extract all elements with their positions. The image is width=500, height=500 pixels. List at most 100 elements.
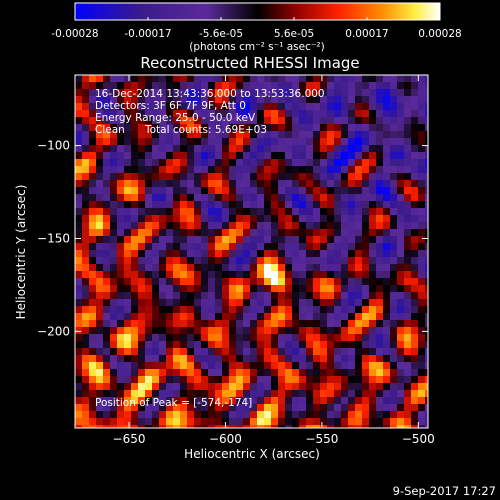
heatmap-cell [362, 292, 370, 300]
heatmap-cell [257, 236, 265, 244]
heatmap-cell [187, 341, 195, 349]
heatmap-cell [117, 89, 125, 97]
heatmap-cell [292, 131, 300, 139]
heatmap-cell [208, 222, 216, 230]
heatmap-cell [229, 215, 237, 223]
heatmap-cell [348, 222, 356, 230]
heatmap-cell [236, 411, 244, 419]
heatmap-cell [103, 215, 111, 223]
heatmap-cell [152, 425, 160, 428]
heatmap-cell [110, 397, 118, 405]
heatmap-cell [82, 376, 90, 384]
heatmap-cell [334, 166, 342, 174]
heatmap-cell [285, 306, 293, 314]
heatmap-cell [117, 271, 125, 279]
heatmap-cell [103, 271, 111, 279]
heatmap-cell [418, 82, 426, 90]
heatmap-cell [404, 243, 412, 251]
heatmap-cell [334, 348, 342, 356]
heatmap-cell [236, 292, 244, 300]
heatmap-cell [362, 278, 370, 286]
heatmap-cell [383, 229, 391, 237]
heatmap-cell [418, 418, 426, 426]
heatmap-cell [82, 187, 90, 195]
heatmap-cell [306, 117, 314, 125]
heatmap-cell [180, 124, 188, 132]
heatmap-cell [208, 229, 216, 237]
heatmap-cell [271, 341, 279, 349]
heatmap-cell [418, 243, 426, 251]
heatmap-cell [369, 236, 377, 244]
heatmap-cell [355, 369, 363, 377]
heatmap-cell [96, 390, 104, 398]
heatmap-cell [159, 89, 167, 97]
heatmap-cell [145, 404, 153, 412]
heatmap-cell [397, 271, 405, 279]
heatmap-cell [390, 131, 398, 139]
heatmap-cell [299, 362, 307, 370]
heatmap-cell [159, 278, 167, 286]
heatmap-cell [159, 306, 167, 314]
heatmap-cell [89, 96, 97, 104]
heatmap-cell [187, 257, 195, 265]
heatmap-cell [348, 271, 356, 279]
heatmap-cell [369, 180, 377, 188]
heatmap-cell [285, 75, 293, 83]
heatmap-cell [369, 166, 377, 174]
heatmap-cell [82, 418, 90, 426]
heatmap-cell [236, 320, 244, 328]
heatmap-cell [376, 159, 384, 167]
heatmap-cell [131, 390, 139, 398]
heatmap-cell [180, 264, 188, 272]
heatmap-cell [166, 292, 174, 300]
heatmap-cell [334, 138, 342, 146]
heatmap-cell [348, 327, 356, 335]
heatmap-cell [299, 306, 307, 314]
heatmap-cell [152, 180, 160, 188]
heatmap-cell [201, 306, 209, 314]
heatmap-cell [362, 425, 370, 428]
heatmap-cell [187, 145, 195, 153]
heatmap-cell [390, 152, 398, 160]
heatmap-cell [306, 278, 314, 286]
heatmap-cell [362, 306, 370, 314]
colorbar-tick-label: 0.00028 [418, 28, 461, 40]
heatmap-cell [418, 362, 426, 370]
heatmap-cell [173, 187, 181, 195]
heatmap-cell [201, 124, 209, 132]
heatmap-cell [110, 117, 118, 125]
heatmap-cell [131, 194, 139, 202]
heatmap-cell [327, 369, 335, 377]
heatmap-cell [243, 187, 251, 195]
heatmap-cell [383, 397, 391, 405]
heatmap-cell [187, 348, 195, 356]
heatmap-cell [355, 320, 363, 328]
heatmap-cell [201, 278, 209, 286]
heatmap-cell [369, 376, 377, 384]
heatmap-cell [152, 411, 160, 419]
heatmap-cell [369, 320, 377, 328]
heatmap-cell [390, 194, 398, 202]
heatmap-cell [131, 229, 139, 237]
heatmap-cell [327, 222, 335, 230]
heatmap-cell [187, 418, 195, 426]
heatmap-cell [166, 376, 174, 384]
heatmap-cell [250, 383, 258, 391]
heatmap-cell [166, 334, 174, 342]
heatmap-cell [341, 334, 349, 342]
heatmap-cell [383, 194, 391, 202]
heatmap-cell [110, 411, 118, 419]
heatmap-cell [229, 383, 237, 391]
heatmap-cell [299, 299, 307, 307]
heatmap-cell [180, 411, 188, 419]
heatmap-cell [376, 166, 384, 174]
heatmap-cell [166, 75, 174, 83]
heatmap-cell [341, 194, 349, 202]
heatmap-cell [411, 271, 419, 279]
heatmap-cell [397, 215, 405, 223]
heatmap-cell [194, 271, 202, 279]
heatmap-cell [222, 285, 230, 293]
heatmap-cell [208, 82, 216, 90]
heatmap-cell [404, 75, 412, 83]
heatmap-cell [82, 369, 90, 377]
